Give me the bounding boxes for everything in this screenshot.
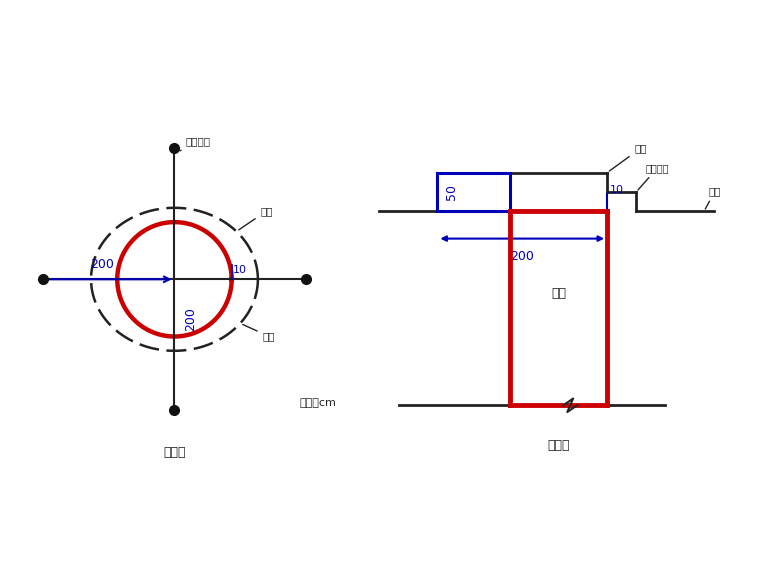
Text: 10: 10 — [233, 265, 247, 275]
Text: 200: 200 — [510, 250, 534, 263]
Text: 单位：cm: 单位：cm — [299, 398, 336, 409]
Text: 桩身: 桩身 — [551, 287, 566, 300]
Text: 护壁: 护壁 — [242, 324, 275, 341]
Text: 桩径: 桩径 — [610, 144, 647, 171]
Text: 10: 10 — [610, 185, 624, 195]
Text: 200: 200 — [184, 307, 197, 331]
Text: 护壁顶面: 护壁顶面 — [638, 163, 670, 190]
Text: 桩位中心: 桩位中心 — [180, 136, 211, 151]
Text: 50: 50 — [445, 184, 458, 200]
Text: 200: 200 — [90, 258, 114, 271]
Text: 剖面图: 剖面图 — [547, 439, 570, 452]
Text: 地面: 地面 — [705, 186, 721, 209]
Text: 平面图: 平面图 — [163, 446, 185, 459]
Text: 桩径: 桩径 — [239, 206, 273, 230]
Bar — [438, 173, 510, 211]
